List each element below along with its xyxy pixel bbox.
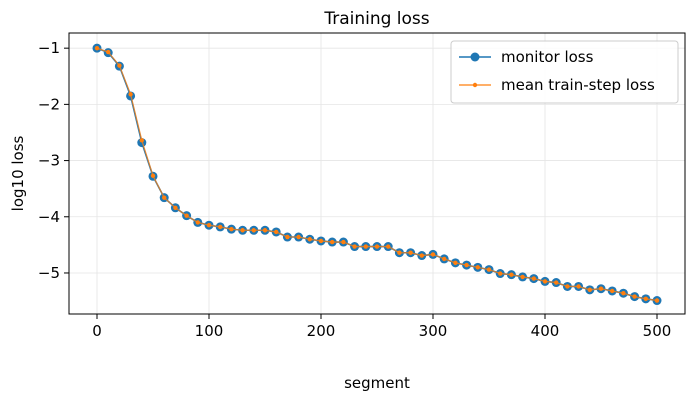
x-tick-label: 100 [195, 322, 224, 340]
mean-train-step-loss-point [565, 284, 570, 289]
mean-train-step-loss-point [632, 294, 637, 299]
mean-train-step-loss-point [621, 291, 626, 296]
x-tick-label: 300 [419, 322, 448, 340]
mean-train-step-loss-point [486, 267, 492, 272]
y-tick-label: −1 [38, 39, 60, 57]
mean-train-step-loss-point [475, 265, 480, 270]
mean-train-step-loss-point [106, 49, 111, 55]
mean-train-step-loss-point [330, 239, 335, 245]
mean-train-step-loss-point [374, 244, 380, 249]
legend-swatch-marker [470, 52, 480, 62]
x-tick-label: 500 [643, 322, 672, 340]
mean-train-step-loss-point [150, 173, 156, 178]
x-tick-label: 200 [307, 322, 336, 340]
y-tick-label: −3 [38, 152, 60, 170]
mean-train-step-loss-point [654, 298, 660, 303]
mean-train-step-loss-point [274, 229, 279, 235]
mean-train-step-loss-point [173, 205, 178, 210]
mean-train-step-loss-point [386, 244, 391, 249]
mean-train-step-loss-point [587, 287, 592, 293]
mean-train-step-loss-point [453, 260, 458, 266]
legend: monitor loss mean train-step loss [450, 40, 679, 104]
x-tick-label: 0 [92, 322, 102, 340]
mean-train-step-loss-point [162, 195, 167, 200]
legend-label-monitor-loss: monitor loss [501, 48, 594, 66]
mean-train-step-loss-point [531, 276, 536, 281]
legend-swatch-marker [472, 82, 478, 88]
mean-train-step-loss-point [542, 279, 548, 284]
mean-train-step-loss-point [251, 228, 256, 233]
mean-train-step-loss-point [419, 253, 424, 258]
mean-train-step-loss-point [464, 262, 469, 268]
mean-train-step-loss-point [285, 234, 290, 240]
mean-train-step-loss-point [363, 244, 368, 249]
y-tick-label: −2 [38, 95, 60, 113]
mean-train-step-loss-point [229, 226, 234, 232]
mean-train-step-loss-point [94, 45, 100, 51]
mean-train-step-loss-point [598, 286, 604, 291]
mean-train-step-loss-point [576, 284, 581, 289]
mean-train-step-loss-point [139, 138, 144, 143]
mean-train-step-loss-point [117, 63, 122, 68]
mean-train-step-loss-point [509, 272, 514, 277]
mean-train-step-loss-point [498, 271, 503, 276]
x-axis-label: segment [344, 374, 410, 392]
mean-train-step-loss-point [408, 250, 413, 255]
mean-train-step-loss-point [341, 239, 346, 245]
mean-train-step-loss-point [195, 220, 200, 225]
y-tick-label: −4 [38, 208, 60, 226]
mean-train-step-loss-point [442, 256, 447, 262]
legend-box [450, 40, 679, 104]
mean-train-step-loss-point [520, 274, 525, 280]
mean-train-step-loss-point [318, 238, 324, 244]
mean-train-step-loss-point [128, 92, 133, 97]
mean-train-step-loss-point [554, 280, 559, 285]
mean-train-step-loss-point [352, 244, 357, 249]
plot-frame [68, 32, 686, 315]
mean-train-step-loss-point [430, 252, 436, 257]
series-mean-train-step-loss [94, 45, 660, 303]
mean-train-step-loss-point [307, 237, 312, 242]
y-tick-label: −5 [38, 264, 60, 282]
mean-train-step-loss-point [218, 224, 223, 230]
mean-train-step-loss-point [643, 296, 648, 302]
mean-train-step-loss-point [296, 234, 301, 240]
mean-train-step-loss-point [397, 250, 402, 255]
mean-train-step-loss-point [206, 223, 212, 228]
y-axis-label: log10 loss [9, 135, 27, 211]
series-layer [92, 43, 662, 306]
mean-train-step-loss-point [184, 213, 189, 218]
monitor-loss-point [137, 138, 147, 148]
mean-train-step-loss-point [262, 228, 268, 233]
chart-title: Training loss [323, 9, 429, 29]
mean-train-step-loss-point [610, 288, 615, 294]
legend-label-mean-train-step-loss: mean train-step loss [501, 76, 655, 94]
x-tick-label: 400 [531, 322, 560, 340]
mean-train-step-loss-point [240, 228, 245, 233]
ticks: 0 100 200 300 400 500 −1 −2 −3 −4 −5 [38, 39, 671, 340]
